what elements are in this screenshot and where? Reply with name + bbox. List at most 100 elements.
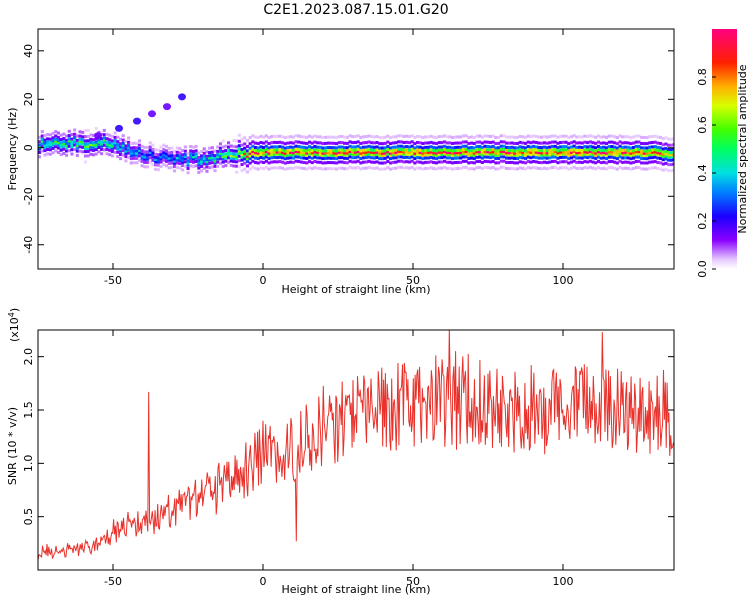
spectrogram-cell [162,148,166,152]
spectrogram-cell [335,151,339,155]
spectrogram-cell [413,153,417,157]
spectrogram-cell [672,143,674,147]
spectrogram-cell [245,152,249,156]
spectrogram-cell [210,161,214,165]
spectrogram-cell [642,153,646,157]
spectrogram-cell [513,167,517,171]
spectrogram-cell [375,141,379,144]
spectrogram-cell [167,162,171,165]
spectrogram-cell [210,165,214,169]
spectrogram-cell [391,151,395,155]
spectrogram-cell [318,145,322,149]
spectrogram-cell [364,150,368,154]
spectrogram-cell [335,161,339,165]
spectrogram-cell [502,150,506,154]
snr-x-tick-label: 100 [553,575,574,588]
spectrogram-cell [402,150,406,154]
spectrogram-cell [545,161,549,165]
spectrogram-cell [343,149,347,153]
spectrogram-cell [478,160,482,163]
spectrogram-cell [629,161,633,165]
spectrogram-cell [580,153,584,157]
spectrogram-cell [291,145,295,149]
spectrogram-cell [497,161,501,165]
spectrogram-cell [513,151,517,155]
spectrogram-cell [615,161,619,165]
spectrogram-cell [610,145,614,148]
spectrogram-cell [464,150,468,154]
spectrogram-cell [378,161,382,165]
spectrogram-cell [578,153,582,157]
spectrogram-cell [451,161,455,165]
spectrogram-cell [181,156,185,160]
spectrogram-cell [564,145,568,149]
spectrogram-cell [480,145,484,149]
spectrogram-cell [453,161,457,164]
spectrogram-cell [443,152,447,156]
spectrogram-cell [337,160,341,164]
spectrogram-cell [556,149,560,153]
spectrogram-cell [567,153,571,157]
spectrogram-cell [386,152,390,156]
spectrogram-cell [54,137,58,141]
spectrogram-cell [324,156,328,160]
spectrogram-cell [164,144,168,148]
spectrogram-cell [502,134,506,138]
spectrogram-cell [305,153,309,157]
spectrogram-cell [78,149,82,153]
spectrogram-cell [564,140,568,144]
spectrogram-cell [537,153,541,157]
spectrogram-cell [521,156,525,160]
spectrogram-cell [73,140,77,144]
spectrogram-cell [575,156,579,160]
spectrogram-cell [232,152,236,156]
spectrogram-cell [38,150,42,154]
spectrogram-cell [448,151,452,155]
spectrogram-cell [345,153,349,157]
spectrogram-cell [596,155,600,159]
spectrogram-cell [272,166,276,170]
spectrogram-cell [297,134,301,138]
spectrogram-cell [526,145,530,148]
spectrogram-cell [364,153,368,156]
spectrogram-cell [626,153,630,157]
spectrogram-cell [297,148,301,152]
spectrogram-cell [472,151,476,155]
spectrogram-cell [505,135,509,139]
spectrogram-cell [370,141,374,145]
spectrogram-cell [92,153,96,157]
spectrogram-cell [40,137,44,141]
spectrogram-cell [456,166,460,170]
spectrogram-cell [348,144,352,148]
spectrogram-cell [351,166,355,170]
spectrogram-cell [650,156,654,160]
spectrogram-cell [634,160,638,163]
colorbar-tick-label: 0.0 [696,260,709,278]
spectrogram-cell [626,135,630,139]
spectrogram-cell [248,154,252,158]
spectrogram-cell [648,153,652,157]
spectrogram-cell [375,145,379,149]
spectrogram-cell [281,156,285,160]
spectrogram-cell [613,153,617,157]
spectrogram-cell [480,135,484,139]
spectrogram-cell [432,161,436,164]
spectrogram-cell [372,148,376,152]
spectrogram-cell [194,152,198,156]
spectrogram-cell [173,161,177,165]
spectrogram-cell [497,135,501,139]
spectrogram-cell [529,160,533,164]
spectrogram-cell [362,160,366,164]
spectrogram-cell [645,149,649,153]
spectrogram-cell [391,145,395,149]
spectrogram-cell [540,149,544,153]
spectrogram-cell [362,141,366,145]
spectrogram-cell [316,145,320,149]
spectrogram-cell [173,157,177,161]
snr-scale-base: (x10 [8,317,21,342]
spectrogram-cell [135,153,139,157]
spectrogram-cell [256,142,260,146]
spectrogram-cell [613,166,617,170]
spectrogram-cell [278,160,282,164]
spectrogram-cell [451,149,455,153]
